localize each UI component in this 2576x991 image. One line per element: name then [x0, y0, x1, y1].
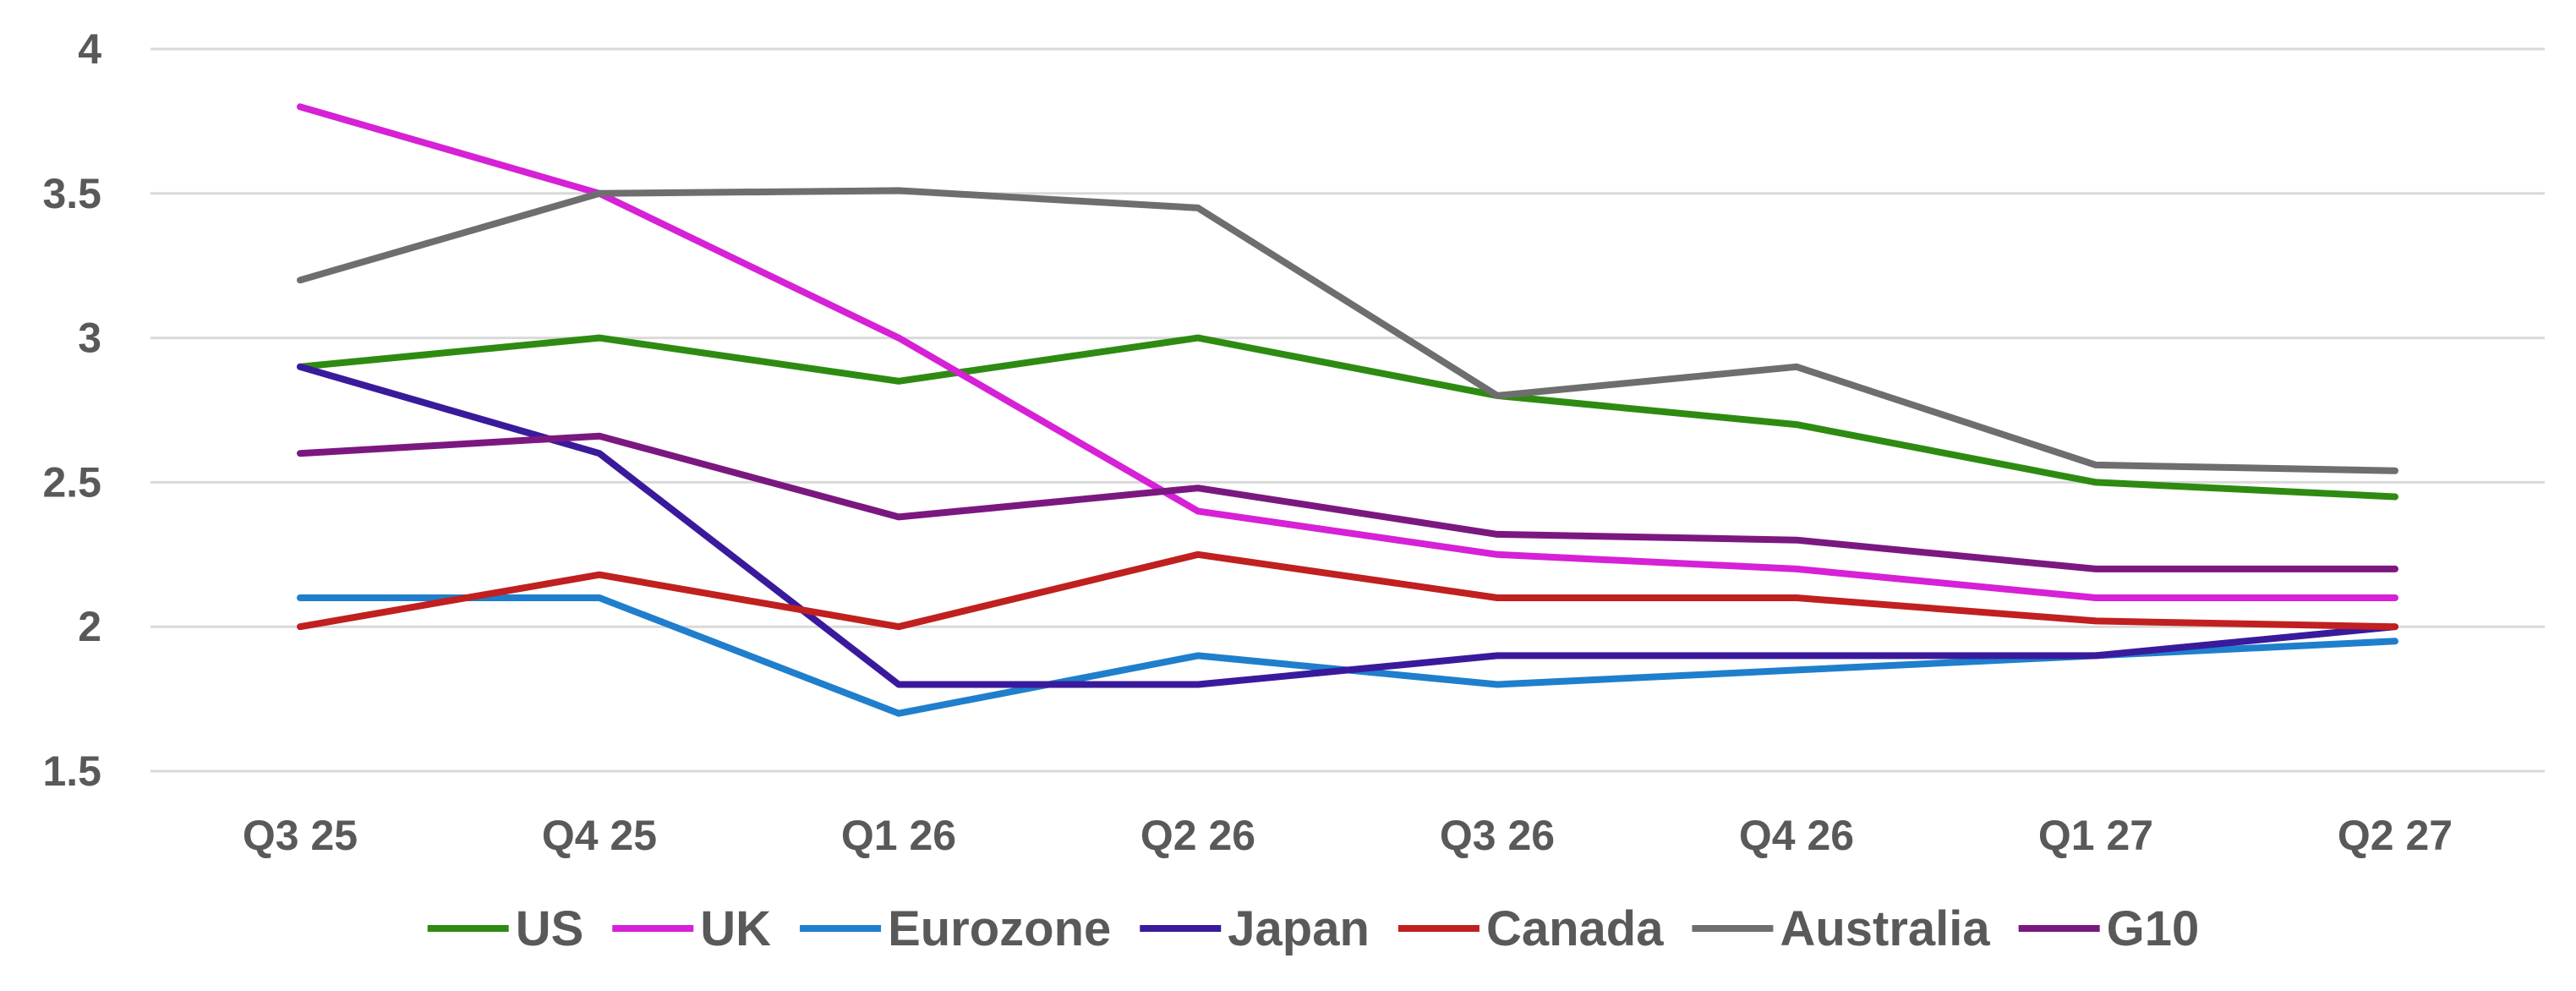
- x-tick-label: Q3 25: [243, 812, 358, 859]
- legend-item-japan: Japan: [1140, 901, 1370, 956]
- x-tick-label: Q1 27: [2038, 812, 2153, 859]
- series-line-japan: [297, 363, 2398, 688]
- y-tick-label: 3.5: [42, 170, 101, 217]
- y-tick-label: 3: [78, 315, 101, 362]
- legend-label: Japan: [1228, 901, 1370, 956]
- legend-label: US: [516, 901, 584, 956]
- x-tick-label: Q2 26: [1140, 812, 1255, 859]
- legend-label: G10: [2107, 901, 2200, 956]
- legend-item-canada: Canada: [1397, 901, 1664, 956]
- x-tick-label: Q4 25: [542, 812, 657, 859]
- legend-item-eurozone: Eurozone: [800, 901, 1111, 956]
- legend-item-g10: G10: [2018, 901, 2200, 956]
- y-tick-label: 1.5: [42, 747, 101, 795]
- legend-label: Australia: [1780, 901, 1990, 956]
- legend-label: Canada: [1486, 901, 1664, 956]
- y-tick-label: 4: [78, 25, 101, 73]
- series-line-canada: [297, 550, 2398, 631]
- gridlines: [150, 47, 2545, 773]
- series-line-g10: [297, 432, 2398, 572]
- legend-item-us: US: [427, 901, 584, 956]
- legend-item-australia: Australia: [1692, 901, 1990, 956]
- x-tick-label: Q4 26: [1739, 812, 1854, 859]
- x-tick-label: Q2 27: [2338, 812, 2453, 859]
- x-tick-label: Q1 26: [841, 812, 956, 859]
- y-axis: 4 3.5 3 2.5 2 1.5: [42, 25, 101, 795]
- series-line-us: [297, 334, 2398, 501]
- y-tick-label: 2: [78, 603, 101, 650]
- legend-item-uk: UK: [612, 901, 771, 956]
- x-tick-label: Q3 26: [1440, 812, 1555, 859]
- series-line-uk: [297, 103, 2398, 601]
- series-line-australia: [297, 187, 2398, 474]
- series-lines: [297, 103, 2398, 717]
- x-axis: Q3 25 Q4 25 Q1 26 Q2 26 Q3 26 Q4 26 Q1 27 Q2 27: [243, 812, 2453, 859]
- legend-label: Eurozone: [888, 901, 1111, 956]
- legend-label: UK: [700, 901, 771, 956]
- legend: US UK Eurozone Japan Canada Australia G10: [427, 901, 2200, 956]
- y-tick-label: 2.5: [42, 458, 101, 506]
